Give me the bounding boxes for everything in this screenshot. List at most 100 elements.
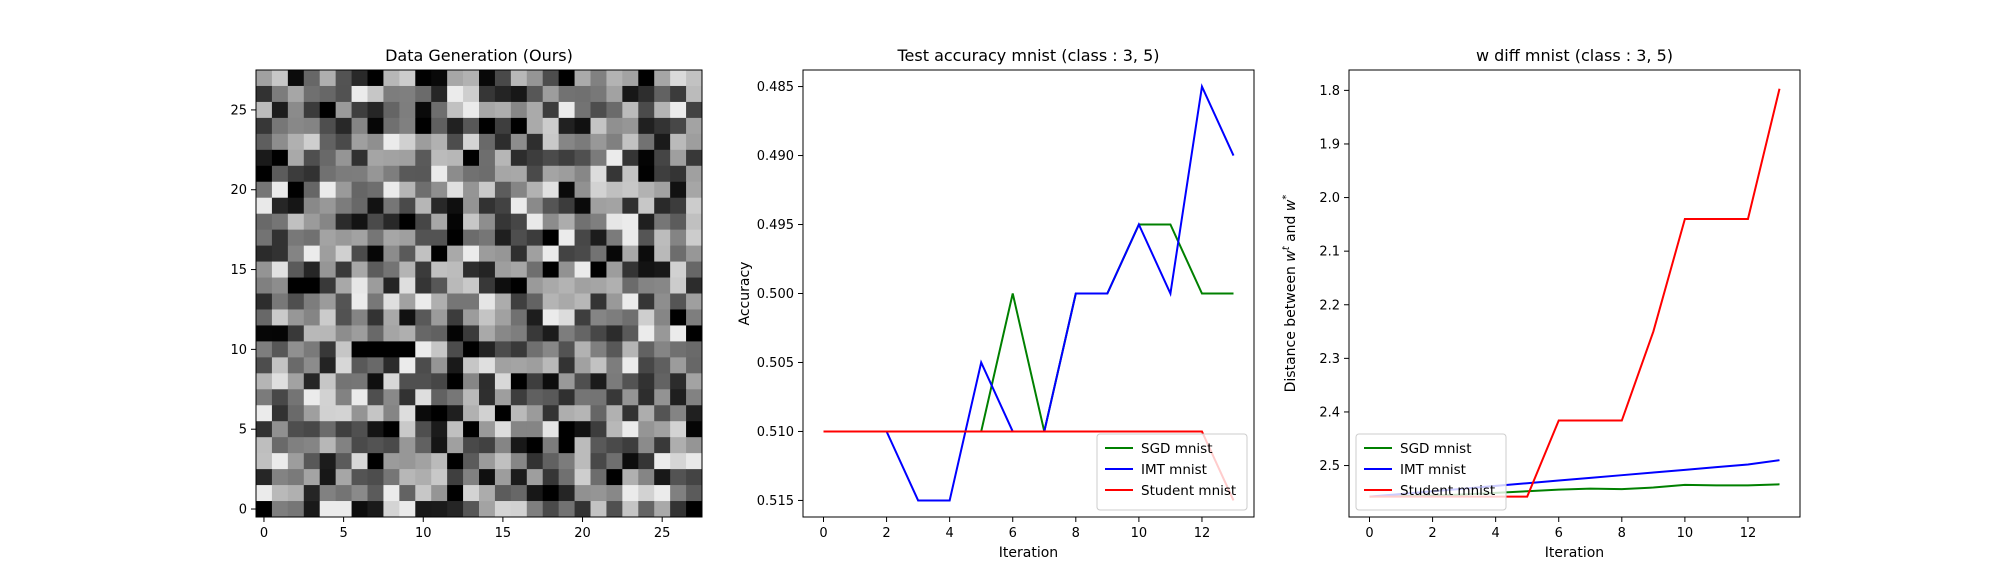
heatmap-cell [590, 501, 607, 518]
heatmap-cell [415, 117, 432, 135]
heatmap-cell [542, 341, 560, 358]
heatmap-cell [670, 421, 687, 438]
heatmap-cell [415, 197, 432, 215]
wdiff-ytick-label: 2.2 [1319, 298, 1340, 313]
heatmap-cell [256, 133, 273, 151]
heatmap-cell [335, 325, 352, 342]
heatmap-cell [622, 325, 639, 342]
heatmap-cell [447, 293, 464, 310]
heatmap-cell [574, 213, 591, 231]
accuracy-ytick-label: 0.485 [757, 80, 794, 95]
heatmap-cell [287, 181, 305, 199]
heatmap-cell [590, 469, 607, 486]
ylabel-superscript: * [1281, 195, 1292, 200]
heatmap-cell [319, 453, 337, 470]
heatmap-cell [494, 197, 512, 215]
heatmap-cell [287, 277, 305, 294]
heatmap-cell [590, 117, 607, 135]
heatmap-cell [431, 70, 448, 87]
heatmap-cell [494, 149, 512, 167]
heatmap-cell [367, 245, 384, 262]
heatmap-cell [558, 501, 575, 518]
heatmap-cell [319, 133, 337, 151]
heatmap-cell [574, 437, 591, 454]
heatmap-cell [638, 85, 655, 103]
heatmap-cell [494, 485, 512, 502]
heatmap-cell [351, 453, 368, 470]
heatmap-cell [670, 133, 687, 151]
heatmap-cell [542, 469, 560, 486]
heatmap-cell [303, 309, 321, 326]
heatmap-cell [287, 389, 305, 406]
heatmap-cell [654, 149, 671, 167]
heatmap-cell [590, 133, 607, 151]
heatmap-cell [415, 70, 432, 87]
heatmap-cell [351, 197, 368, 215]
heatmap-ytick-label: 25 [230, 103, 247, 118]
heatmap-cell [351, 149, 368, 167]
heatmap-cell [558, 101, 575, 119]
heatmap-cell [463, 437, 480, 454]
heatmap-cell [399, 421, 416, 438]
heatmap-cell [319, 229, 337, 246]
heatmap-cell [654, 181, 671, 199]
heatmap-cell [558, 277, 575, 294]
heatmap-cell [670, 309, 687, 326]
accuracy-chart-panel: Test accuracy mnist (class : 3, 5) 0 2 4 6 8 1… [737, 46, 1255, 561]
heatmap-cell [447, 101, 464, 119]
heatmap-cell [606, 117, 623, 135]
heatmap-cell [415, 341, 432, 358]
heatmap-title: Data Generation (Ours) [385, 46, 573, 65]
heatmap-cell [494, 245, 512, 262]
heatmap-cell [271, 357, 289, 374]
heatmap-cell [415, 85, 432, 103]
heatmap-cell [526, 101, 544, 119]
heatmap-cell [542, 181, 560, 199]
heatmap-cell [287, 357, 305, 374]
heatmap-cell [510, 261, 528, 278]
heatmap-cell [431, 309, 448, 326]
heatmap-cell [447, 85, 464, 103]
heatmap-cell [256, 373, 273, 390]
heatmap-cell [590, 405, 607, 422]
heatmap-cell [383, 485, 400, 502]
ylabel-prefix: Distance between [1283, 262, 1299, 393]
heatmap-cell [271, 421, 289, 438]
heatmap-cell [494, 229, 512, 246]
heatmap-cell [686, 373, 703, 390]
heatmap-cell [574, 453, 591, 470]
heatmap-cell [447, 213, 464, 231]
heatmap-cell [335, 357, 352, 374]
heatmap-cell [447, 117, 464, 135]
heatmap-cell [638, 70, 655, 87]
accuracy-ytick-label: 0.510 [757, 425, 794, 440]
heatmap-cell [526, 293, 544, 310]
heatmap-cell [638, 165, 655, 183]
heatmap-cell [415, 149, 432, 167]
heatmap-cell [638, 357, 655, 374]
wdiff-axes-frame [1348, 69, 1801, 518]
heatmap-cell [335, 437, 352, 454]
heatmap-cell [510, 469, 528, 486]
heatmap-cell [335, 261, 352, 278]
heatmap-cell [463, 149, 480, 167]
heatmap-cell [542, 389, 560, 406]
heatmap-cell [367, 325, 384, 342]
heatmap-cell [479, 501, 496, 518]
heatmap-cell [399, 277, 416, 294]
heatmap-cell [431, 261, 448, 278]
heatmap-cell [590, 293, 607, 310]
heatmap-cell [287, 70, 305, 87]
heatmap-cell [431, 277, 448, 294]
heatmap-cell [383, 229, 400, 246]
heatmap-ytick-label: 10 [230, 343, 247, 358]
heatmap-cell [271, 181, 289, 199]
heatmap-cell [686, 389, 703, 406]
accuracy-xtick-label: 6 [1009, 526, 1017, 541]
heatmap-cell [494, 165, 512, 183]
heatmap-cell [494, 70, 512, 87]
heatmap-cell [447, 437, 464, 454]
heatmap-cell [526, 197, 544, 215]
heatmap-cell [415, 165, 432, 183]
heatmap-cell [287, 101, 305, 119]
